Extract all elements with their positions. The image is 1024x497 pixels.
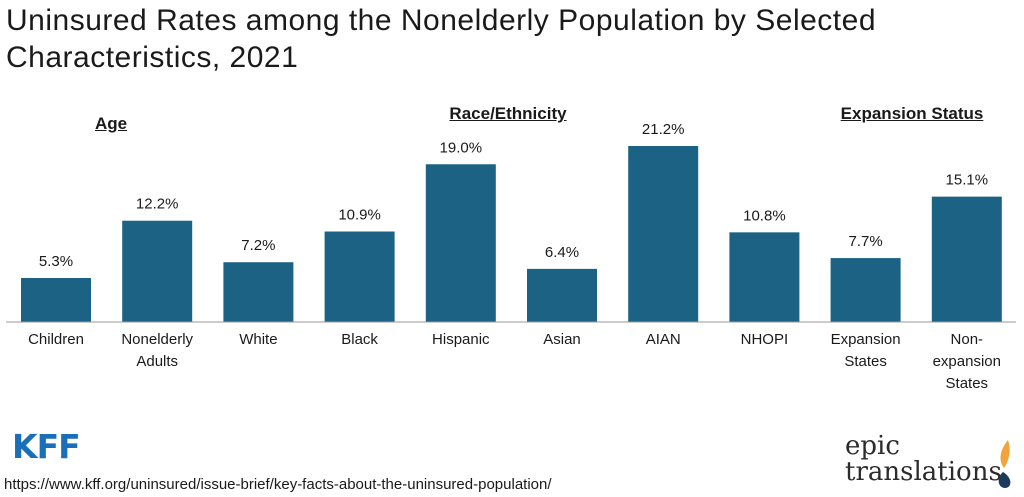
brand-line-2: translations: [845, 457, 1002, 487]
bar: [21, 278, 91, 322]
source-url[interactable]: https://www.kff.org/uninsured/issue-brie…: [4, 476, 552, 493]
x-tick-label: NHOPI: [741, 331, 789, 348]
data-label: 5.3%: [39, 253, 73, 270]
data-label: 15.1%: [946, 172, 989, 189]
data-label: 7.2%: [241, 237, 275, 254]
bar: [830, 258, 901, 322]
chart-title: Uninsured Rates among the Nonelderly Pop…: [6, 4, 877, 74]
bar: [122, 220, 193, 322]
epic-translations-logo: epic translations: [845, 433, 1002, 485]
x-tick-label: Nonelderly: [121, 331, 193, 348]
data-label: 19.0%: [440, 139, 483, 156]
bar: [628, 146, 699, 322]
bar: [931, 196, 1002, 322]
brand-line-1: epic: [845, 431, 900, 461]
x-tick-label: Children: [28, 331, 84, 348]
drop-logo-icon: [998, 440, 1011, 488]
group-label-race-ethnicity: Race/Ethnicity: [449, 104, 567, 123]
data-label: 6.4%: [545, 244, 579, 261]
x-tick-label: White: [239, 331, 277, 348]
x-tick-label: Hispanic: [432, 331, 490, 348]
data-label: 21.2%: [642, 121, 685, 138]
kff-logo: KFF: [12, 427, 81, 466]
x-tick-label: Black: [341, 331, 378, 348]
bar: [223, 262, 294, 322]
x-tick-label: States: [946, 375, 989, 392]
bar: [527, 268, 597, 322]
bar: [729, 232, 800, 322]
x-tick-label: States: [844, 353, 887, 370]
x-tick-label: Asian: [543, 331, 581, 348]
x-tick-label: Expansion: [831, 331, 901, 348]
x-tick-label: Non-: [951, 331, 984, 348]
group-label-expansion-status: Expansion Status: [840, 104, 984, 123]
data-label: 12.2%: [136, 196, 179, 213]
bar: [425, 164, 496, 322]
data-label: 10.9%: [338, 207, 381, 224]
data-label: 7.7%: [848, 233, 882, 250]
group-label-age: Age: [94, 114, 128, 133]
x-tick-label: expansion: [933, 353, 1001, 370]
x-tick-label: Adults: [136, 353, 178, 370]
data-label: 10.8%: [743, 207, 786, 224]
bar: [324, 231, 395, 322]
x-tick-label: AIAN: [646, 331, 681, 348]
